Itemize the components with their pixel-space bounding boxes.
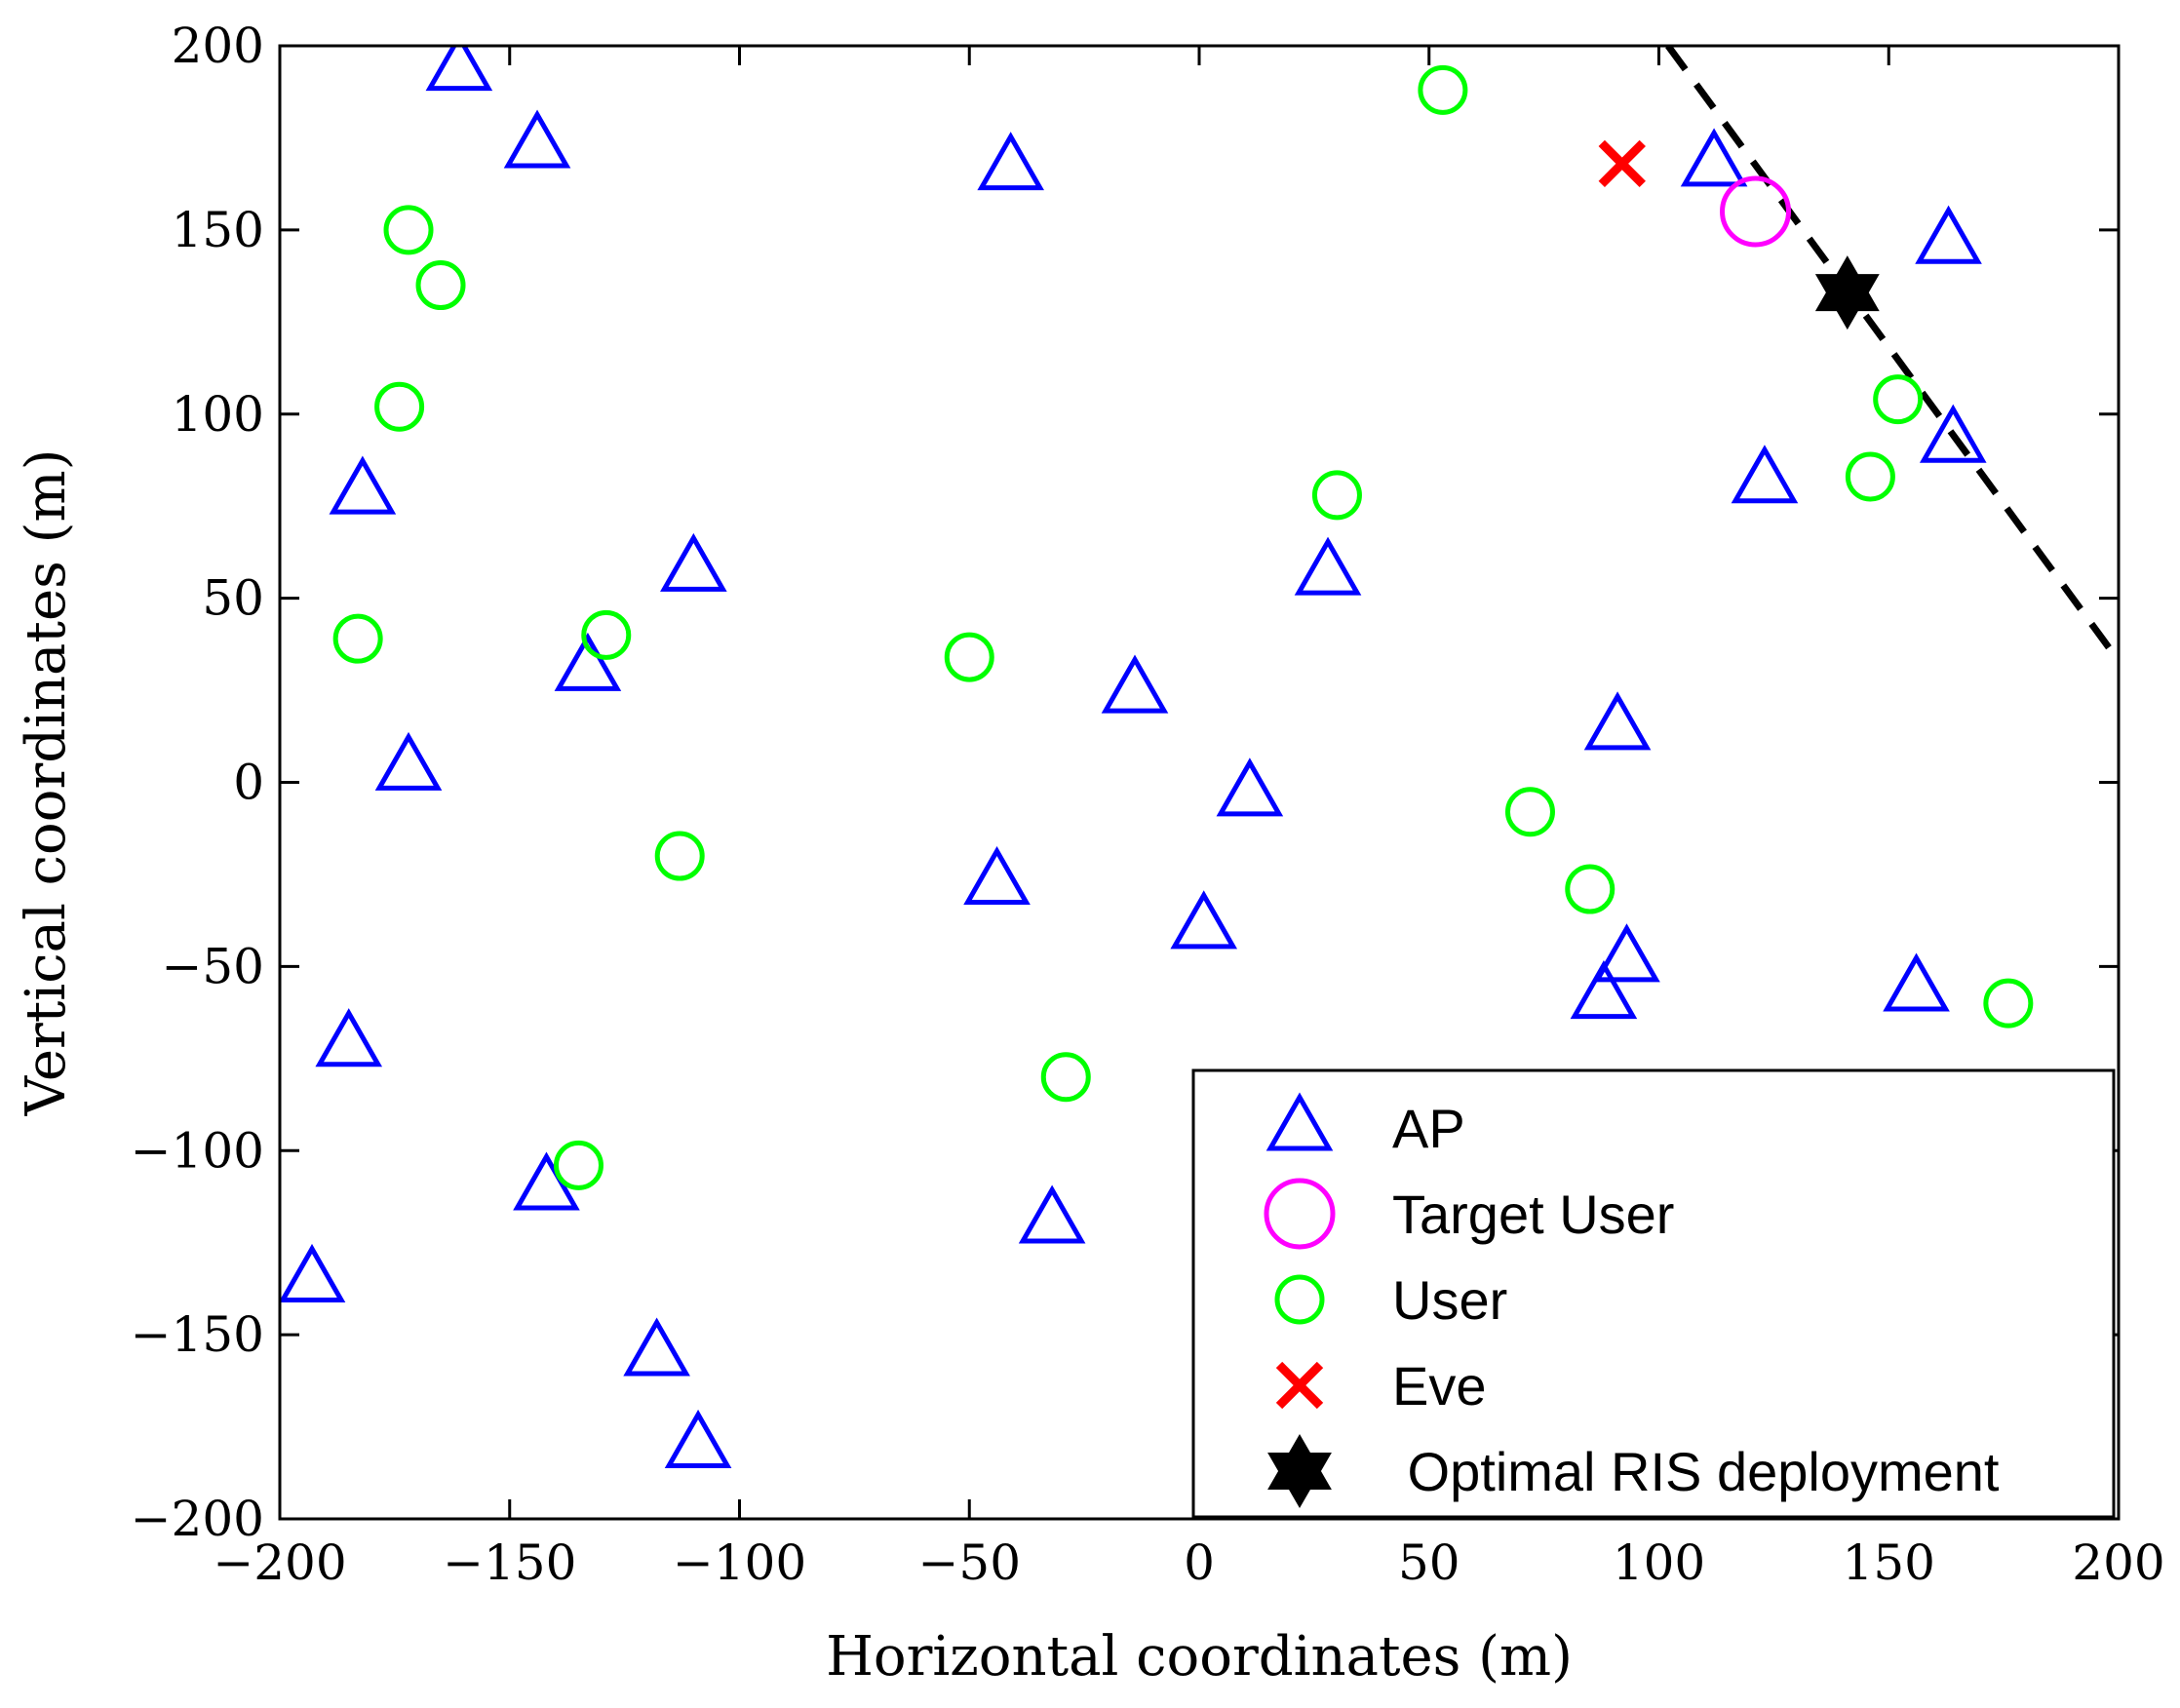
- plot-area: [280, 46, 2119, 1519]
- ap-point: [280, 1243, 346, 1302]
- ap-point: [1583, 691, 1652, 751]
- ap-point: [374, 731, 443, 791]
- ap-point: [623, 1317, 690, 1377]
- x-tick-label: 200: [2072, 1534, 2164, 1591]
- y-tick-label: 100: [172, 386, 264, 443]
- ap-point: [963, 845, 1031, 905]
- ap-point: [1883, 952, 1950, 1012]
- ap-point: [660, 532, 727, 592]
- eve-point-stroke-b: [1598, 139, 1646, 188]
- user-point: [1504, 787, 1555, 837]
- eve-point: [1598, 139, 1646, 188]
- legend-marker-1: [1265, 1092, 1334, 1151]
- x-tick-label: −100: [673, 1534, 806, 1591]
- legend-marker-3: [1274, 1274, 1325, 1325]
- y-tick-label: 0: [233, 755, 264, 811]
- ap-point: [1731, 445, 1799, 504]
- x-tick-label: 150: [1843, 1534, 1935, 1591]
- ap-point: [977, 132, 1044, 191]
- tick-labels: −200 −150 −100 −50 0 50 100 150 200 −200 −150 −100 −…: [131, 18, 2165, 1591]
- legend: AP Target User User Eve Optimal RIS deploym…: [1191, 1068, 2116, 1519]
- ap-point: [554, 632, 622, 691]
- ap-point: [1593, 923, 1660, 983]
- legend-box: [1191, 1068, 2116, 1519]
- user-point: [415, 260, 466, 311]
- ap-point: [1919, 404, 1987, 463]
- user-point: [1983, 978, 2034, 1029]
- x-tick-label: −50: [917, 1534, 1021, 1591]
- user-point: [374, 381, 425, 432]
- legend-marker-4: [1275, 1361, 1324, 1410]
- ap-point: [315, 1008, 383, 1068]
- user-point: [1040, 1052, 1091, 1103]
- user-point: [1418, 64, 1468, 115]
- ap-point: [1101, 654, 1169, 714]
- axes-frame: [278, 44, 2121, 1521]
- user-point: [1565, 864, 1616, 914]
- legend-label: User: [1392, 1269, 1507, 1331]
- ris-point-tri-down: [1814, 274, 1880, 330]
- y-tick-label: −100: [131, 1122, 264, 1179]
- ap-point: [1680, 128, 1748, 187]
- legend-marker-2: [1264, 1178, 1336, 1250]
- legend-label: Target User: [1392, 1184, 1674, 1245]
- ap-point: [1216, 757, 1284, 817]
- x-tick-label: 100: [1613, 1534, 1705, 1591]
- y-tick-label: 50: [202, 570, 264, 627]
- user-point: [332, 613, 383, 664]
- ap-point: [1018, 1184, 1086, 1244]
- user-point: [553, 1140, 603, 1190]
- y-tick-label: 150: [172, 202, 264, 258]
- ris-boundary-line: [1665, 46, 2119, 663]
- ap-point: [1915, 205, 1982, 264]
- user-point: [654, 831, 705, 881]
- ap-point: [425, 46, 493, 92]
- y-tick-label: −200: [131, 1491, 264, 1547]
- y-tick-label: 200: [172, 18, 264, 74]
- ap-point: [664, 1409, 732, 1468]
- legend-label: Optimal RIS deployment: [1392, 1441, 2000, 1502]
- target-user-point: [1720, 175, 1792, 248]
- ap-point: [1294, 536, 1362, 596]
- legend-marker-4-stroke-b: [1275, 1361, 1324, 1410]
- x-tick-label: 0: [1184, 1534, 1215, 1591]
- ap-point: [503, 109, 571, 169]
- ap-point: [1570, 960, 1638, 1020]
- x-tick-label: −200: [213, 1534, 346, 1591]
- user-point: [1311, 470, 1362, 521]
- legend-marker-5: [1267, 1433, 1332, 1509]
- legend-label: Eve: [1392, 1355, 1487, 1417]
- y-tick-label: −50: [161, 938, 264, 994]
- legend-label: AP: [1392, 1098, 1465, 1159]
- user-point: [581, 609, 632, 660]
- user-point: [1873, 374, 1924, 425]
- user-point: [383, 205, 434, 255]
- ris-point: [1814, 255, 1880, 330]
- ap-point: [329, 455, 397, 515]
- legend-marker-5-tri-down: [1267, 1453, 1332, 1509]
- y-tick-label: −150: [131, 1306, 264, 1363]
- x-tick-label: 50: [1398, 1534, 1460, 1591]
- x-axis-title: Horizontal coordinates (m): [826, 1625, 1573, 1689]
- ap-point: [1170, 890, 1238, 950]
- user-point: [1845, 451, 1895, 502]
- user-point: [944, 632, 994, 682]
- y-axis-title: Vertical coordinates (m): [15, 449, 78, 1117]
- x-tick-label: −150: [443, 1534, 576, 1591]
